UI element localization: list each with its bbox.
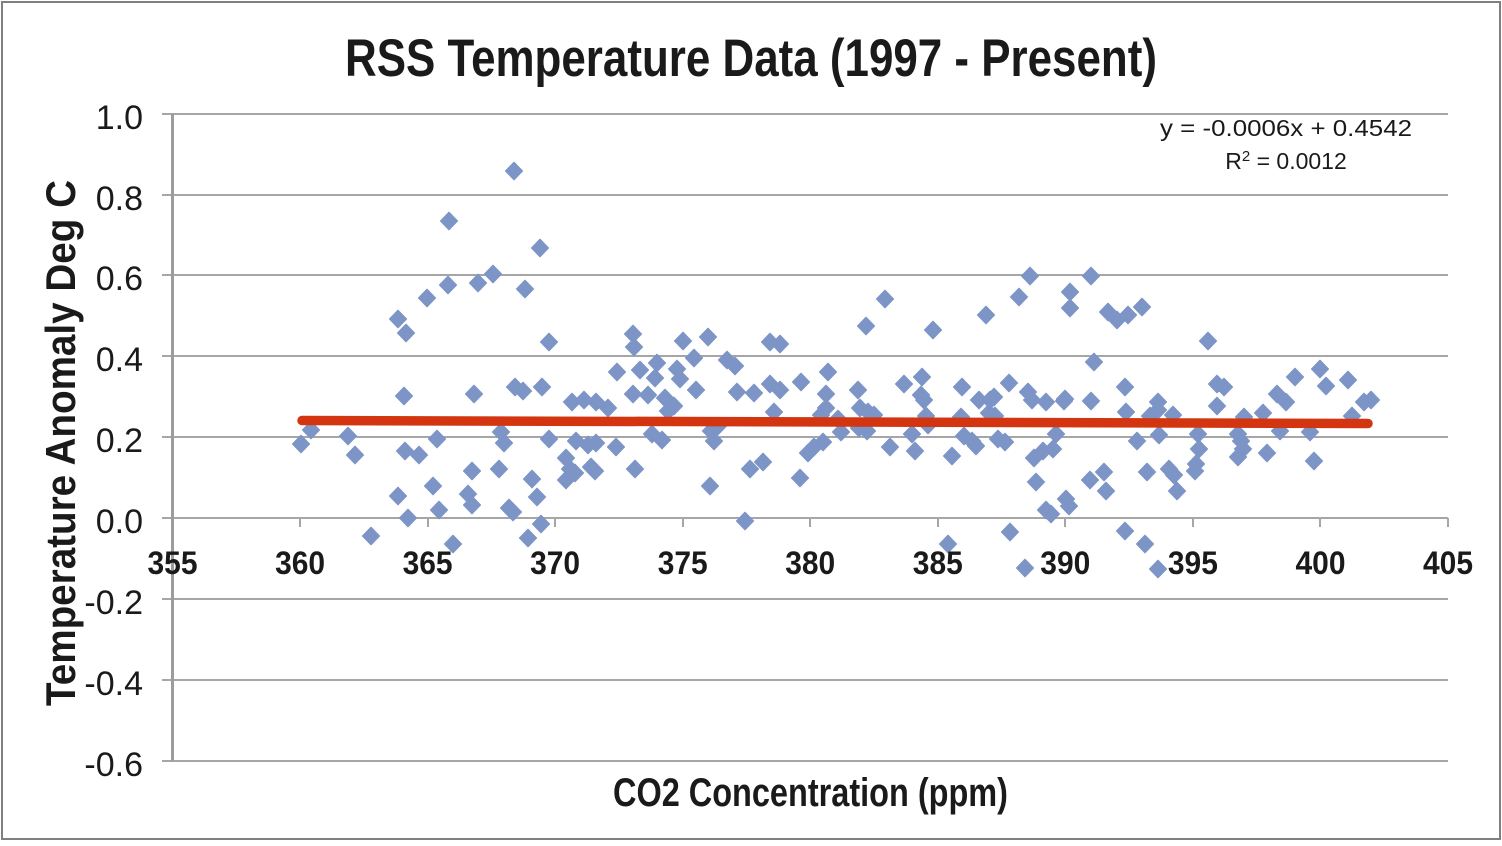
svg-text:CO2 Concentration (ppm): CO2 Concentration (ppm) [613,771,1008,815]
svg-text:RSS Temperature Data (1997 - P: RSS Temperature Data (1997 - Present) [345,29,1157,88]
svg-text:0.8: 0.8 [96,180,143,218]
svg-text:400: 400 [1296,545,1346,581]
svg-text:355: 355 [148,545,198,581]
svg-text:0.2: 0.2 [96,422,143,460]
svg-text:385: 385 [913,545,963,581]
svg-text:0.6: 0.6 [96,260,143,298]
svg-text:0.0: 0.0 [96,503,143,541]
svg-text:1.0: 1.0 [96,99,143,137]
svg-text:390: 390 [1040,545,1090,581]
svg-text:y = -0.0006x + 0.4542: y = -0.0006x + 0.4542 [1160,115,1412,141]
svg-text:R2 = 0.0012: R2 = 0.0012 [1225,148,1347,174]
svg-text:0.4: 0.4 [96,341,143,379]
svg-text:375: 375 [658,545,708,581]
svg-text:365: 365 [403,545,453,581]
svg-text:395: 395 [1168,545,1218,581]
svg-text:-0.6: -0.6 [84,746,143,784]
svg-text:405: 405 [1423,545,1473,581]
svg-text:360: 360 [275,545,325,581]
svg-text:370: 370 [530,545,580,581]
svg-text:Temperature Anomaly Deg C: Temperature Anomaly Deg C [37,180,84,706]
svg-text:-0.4: -0.4 [84,665,143,703]
svg-text:-0.2: -0.2 [84,584,143,622]
svg-text:380: 380 [785,545,835,581]
